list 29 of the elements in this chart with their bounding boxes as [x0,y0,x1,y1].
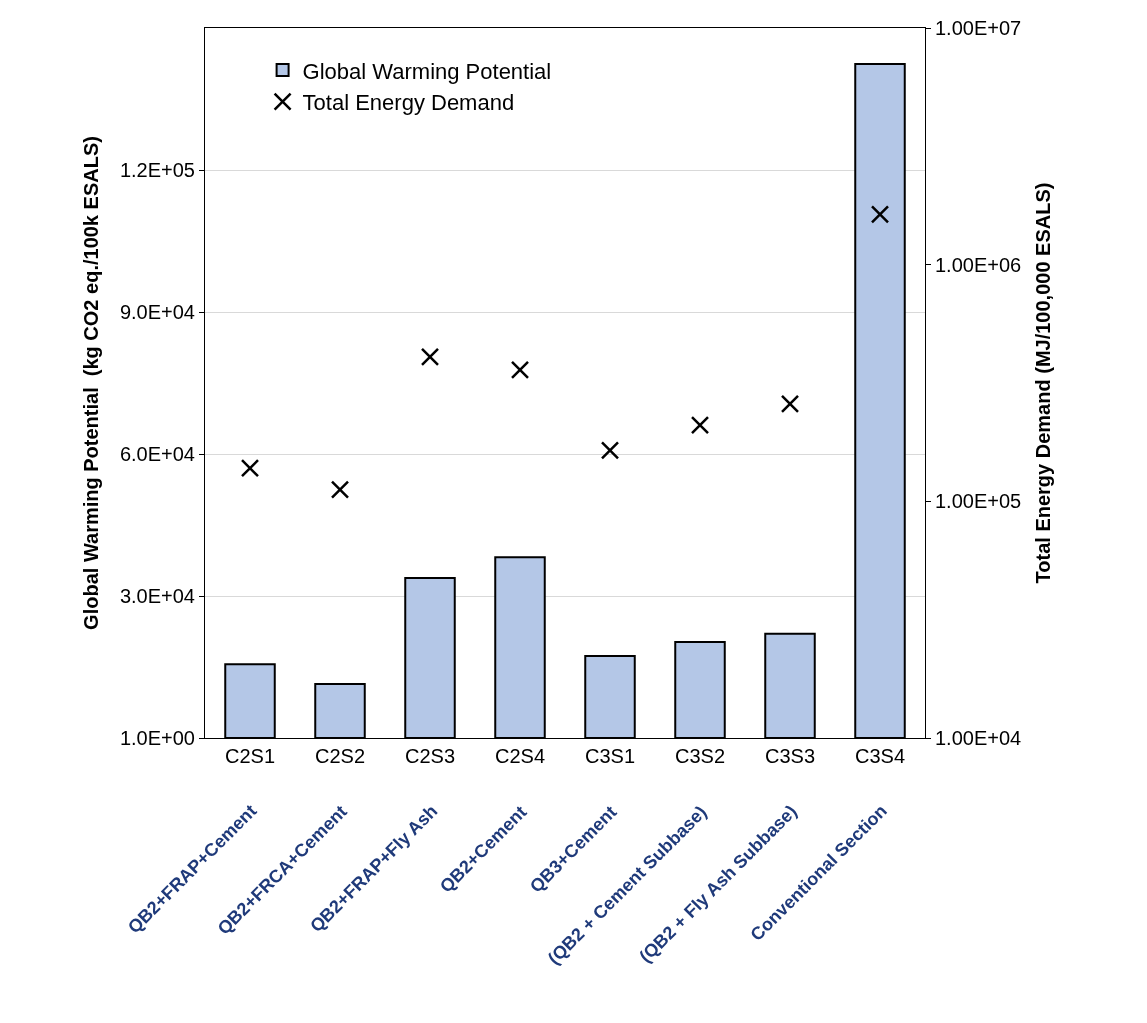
x-tick-label: C2S1 [224,745,276,767]
y-tick-label: 1.0E+00 [119,727,195,749]
x-tick-label: C2S3 [404,745,456,767]
point [510,360,530,380]
y-tick-label: 6.0E+04 [119,443,195,465]
x-tick-label: C2S4 [494,745,546,767]
legend-label: Global Warming Potential [302,58,552,84]
x-tick-label: C3S2 [674,745,726,767]
point [690,415,710,435]
point [870,205,890,224]
x-tick-label: C3S3 [764,745,816,767]
point [600,441,620,460]
y-tick-label: 3.0E+04 [119,585,195,607]
y2-tick-label: 1.00E+06 [935,253,1022,276]
point [330,480,350,499]
y-axis-title: Global Warming Potential (kg CO2 eq./100k ESALS) [80,136,103,630]
y2-tick-label: 1.00E+04 [935,727,1022,749]
y-tick-label: 1.2E+05 [119,159,195,181]
y2-axis-title: Total Energy Demand (MJ/100,000 ESALS) [1031,182,1054,584]
x-tick-label: C3S4 [854,745,906,767]
x-tick-label: C3S1 [584,745,636,767]
y2-tick-label: 1.00E+07 [935,17,1022,39]
y2-tick-label: 1.00E+05 [935,490,1022,513]
legend-label: Total Energy Demand [302,90,515,116]
x-tick-label: C2S2 [314,745,366,767]
point [420,347,440,367]
point [240,458,260,478]
y-tick-label: 9.0E+04 [119,301,195,323]
point [780,394,800,414]
